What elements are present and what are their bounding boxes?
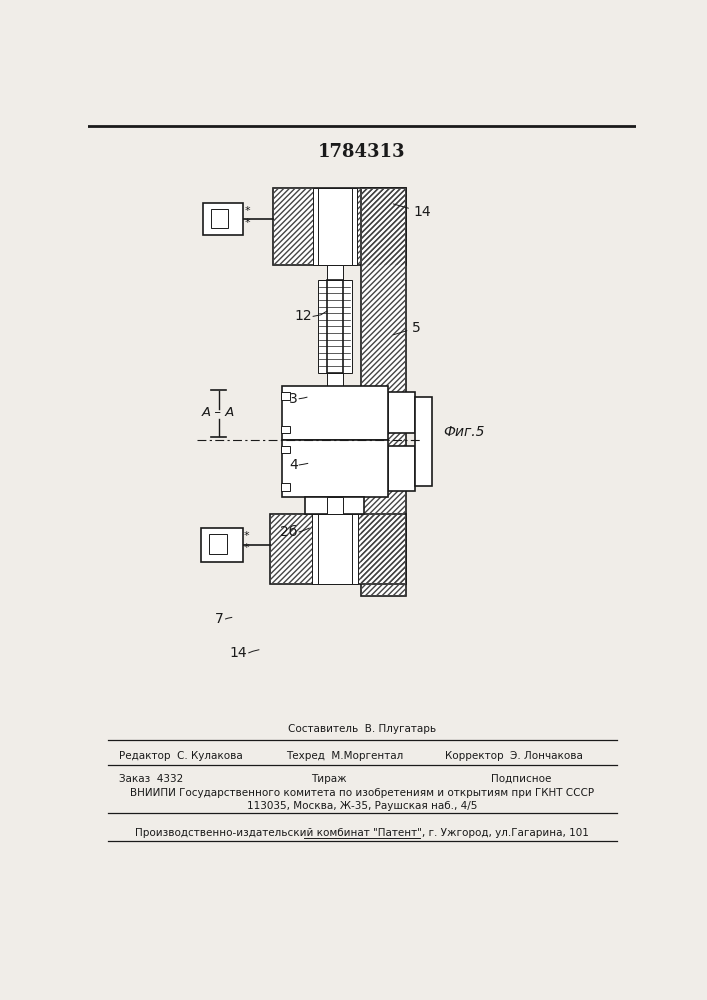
- Bar: [414, 397, 432, 486]
- Bar: [327, 265, 343, 280]
- Text: Заказ  4332: Заказ 4332: [119, 774, 184, 784]
- Bar: [203, 203, 243, 235]
- Text: 113035, Москва, Ж-35, Раушская наб., 4/5: 113035, Москва, Ж-35, Раушская наб., 4/5: [247, 801, 477, 811]
- Bar: [387, 392, 414, 433]
- Text: Подписное: Подписное: [491, 774, 551, 784]
- Text: Тираж: Тираж: [311, 774, 346, 784]
- Bar: [361, 188, 406, 596]
- Text: *: *: [244, 206, 250, 216]
- Text: ВНИИПИ Государственного комитета по изобретениям и открытиям при ГКНТ СССР: ВНИИПИ Государственного комитета по изоб…: [130, 788, 594, 798]
- Text: *: *: [243, 543, 249, 553]
- Bar: [317, 280, 352, 373]
- Bar: [327, 373, 343, 411]
- Bar: [209, 534, 227, 554]
- Text: Производственно-издательский комбинат "Патент", г. Ужгород, ул.Гагарина, 101: Производственно-издательский комбинат "П…: [135, 828, 589, 838]
- Bar: [312, 514, 358, 584]
- Bar: [313, 188, 356, 265]
- Bar: [270, 514, 406, 584]
- Bar: [317, 188, 352, 265]
- Bar: [282, 386, 387, 440]
- Bar: [281, 483, 290, 491]
- Text: Техред  М.Моргентал: Техред М.Моргентал: [286, 751, 403, 761]
- Bar: [273, 188, 406, 265]
- Text: Составитель  В. Плугатарь: Составитель В. Плугатарь: [288, 724, 436, 734]
- Bar: [305, 497, 364, 514]
- Bar: [361, 188, 406, 596]
- Bar: [270, 514, 406, 584]
- Text: 14: 14: [393, 204, 431, 219]
- Text: 2б: 2б: [280, 525, 298, 539]
- Text: 7: 7: [215, 612, 224, 626]
- Text: *: *: [244, 218, 250, 228]
- Bar: [211, 209, 228, 228]
- Text: 1784313: 1784313: [318, 143, 406, 161]
- Text: 14: 14: [230, 646, 247, 660]
- Bar: [201, 528, 243, 562]
- Text: 3: 3: [289, 392, 298, 406]
- Bar: [317, 514, 352, 584]
- Bar: [281, 446, 290, 453]
- Bar: [327, 497, 343, 514]
- Text: А – А: А – А: [202, 406, 235, 419]
- Text: Редактор  С. Кулакова: Редактор С. Кулакова: [119, 751, 243, 761]
- Bar: [327, 280, 343, 373]
- Text: 12: 12: [294, 309, 312, 323]
- Bar: [282, 440, 387, 497]
- Text: *: *: [243, 531, 249, 541]
- Text: 5: 5: [393, 321, 421, 335]
- Text: Корректор  Э. Лончакова: Корректор Э. Лончакова: [445, 751, 583, 761]
- Bar: [281, 426, 290, 433]
- Text: Фиг.5: Фиг.5: [443, 425, 485, 439]
- Bar: [273, 188, 406, 265]
- Bar: [387, 446, 414, 491]
- Bar: [281, 392, 290, 400]
- Text: 4: 4: [289, 458, 298, 472]
